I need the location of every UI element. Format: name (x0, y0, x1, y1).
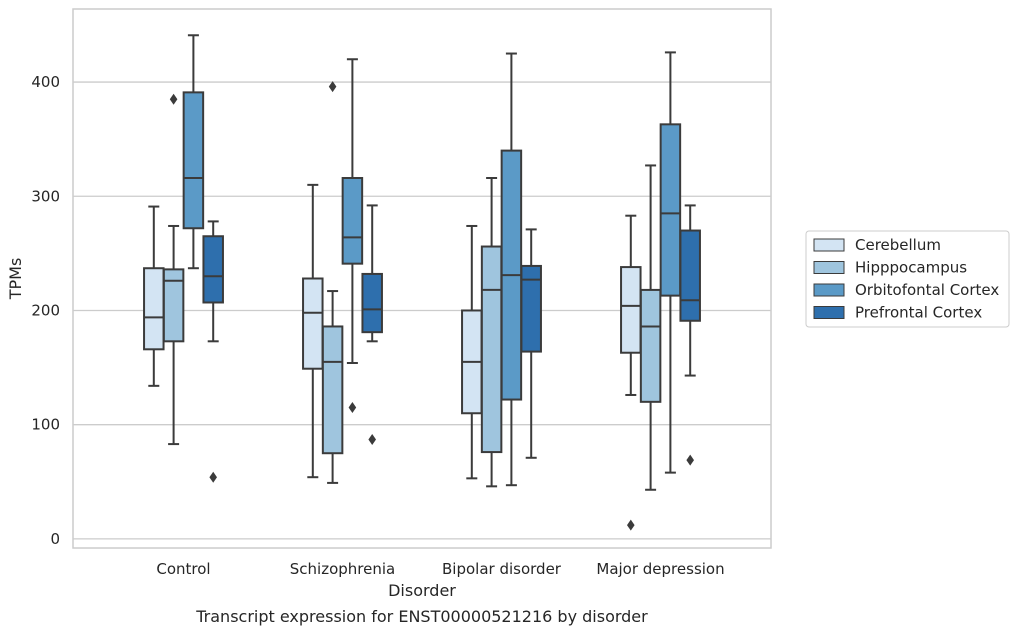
box-iqr (361, 272, 383, 334)
plot-marks (143, 34, 701, 531)
x-axis-ticks: Control Schizophrenia Bipolar disorder Majo… (156, 560, 724, 578)
box-cerebellum (461, 224, 483, 480)
box-prefrontal-cortex (520, 228, 542, 459)
y-tick-label: 0 (50, 530, 60, 548)
y-axis-label: TPMs (6, 258, 25, 301)
outlier-point (627, 519, 635, 531)
x-axis-label: Disorder (388, 581, 456, 600)
box-iqr (202, 235, 224, 304)
y-tick-label: 300 (31, 187, 60, 205)
outlier-point (328, 81, 337, 93)
box-iqr (182, 91, 205, 230)
legend-frame (805, 230, 1010, 328)
legend-label: Orbitofontal Cortex (855, 281, 999, 299)
box-cerebellum (143, 205, 165, 387)
x-tick-label: Bipolar disorder (442, 560, 562, 578)
box-hipppocampus (639, 164, 662, 491)
legend-swatch (813, 238, 845, 252)
box-hipppocampus (162, 93, 185, 446)
box-iqr (143, 267, 165, 351)
legend-label: Prefrontal Cortex (855, 304, 982, 322)
outlier-point (348, 402, 357, 414)
box-hipppocampus (321, 81, 344, 484)
box-iqr (679, 229, 701, 322)
box-hipppocampus (480, 177, 503, 488)
box-iqr (302, 277, 324, 370)
legend: Cerebellum Hipppocampus Orbitofontal Corte… (805, 230, 1010, 328)
x-tick-label: Control (156, 560, 210, 578)
x-tick-label: Schizophrenia (290, 560, 395, 578)
x-tick-label: Major depression (596, 560, 724, 578)
legend-swatch (813, 306, 845, 319)
box-orbitofontal-cortex (500, 52, 523, 487)
box-orbitofontal-cortex (659, 51, 682, 474)
box-cerebellum (302, 183, 324, 479)
box-cerebellum (620, 214, 642, 531)
box-iqr (639, 288, 662, 403)
box-iqr (620, 266, 642, 354)
box-orbitofontal-cortex (341, 58, 364, 414)
box-prefrontal-cortex (679, 204, 701, 466)
box-prefrontal-cortex (202, 220, 224, 483)
outlier-point (686, 454, 694, 466)
y-tick-label: 200 (31, 301, 60, 319)
legend-label: Hipppocampus (855, 259, 967, 277)
box-iqr (162, 268, 185, 343)
box-prefrontal-cortex (361, 204, 383, 446)
box-iqr (520, 264, 542, 353)
legend-label: Cerebellum (855, 236, 941, 254)
legend-swatch (813, 261, 845, 274)
outlier-point (209, 471, 217, 483)
box-iqr (659, 123, 682, 297)
outlier-point (169, 93, 178, 105)
y-axis-ticks: 0 100 200 300 400 (31, 73, 60, 548)
box-iqr (341, 177, 364, 265)
y-tick-label: 100 (31, 416, 60, 434)
box-iqr (321, 325, 344, 455)
outlier-point (368, 434, 376, 446)
chart-caption: Transcript expression for ENST0000052121… (195, 607, 648, 626)
plot-frame (72, 8, 772, 549)
box-iqr (480, 245, 503, 454)
legend-swatch (813, 283, 845, 297)
y-tick-label: 400 (31, 73, 60, 91)
box-orbitofontal-cortex (182, 34, 205, 270)
